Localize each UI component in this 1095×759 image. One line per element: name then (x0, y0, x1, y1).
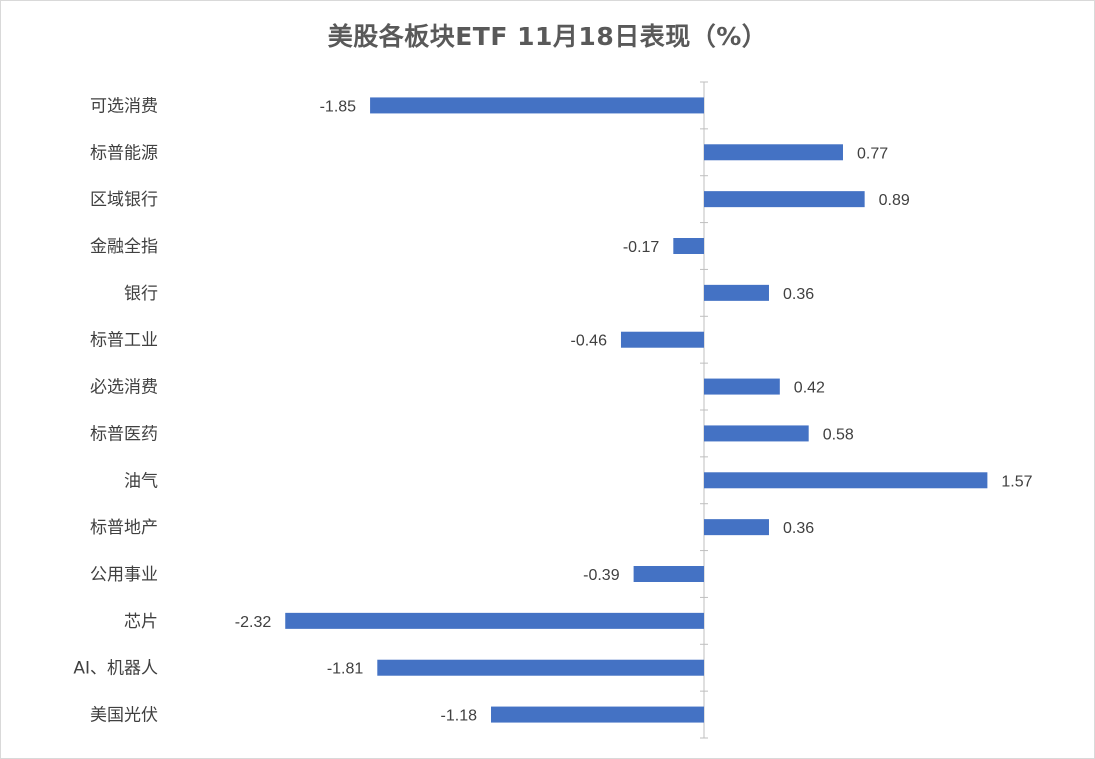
bar (673, 238, 704, 254)
category-label: AI、机器人 (73, 659, 158, 679)
category-label: 标普能源 (90, 143, 158, 163)
data-label: -1.81 (327, 661, 364, 678)
category-label: 美国光伏 (90, 706, 158, 726)
category-label: 标普医药 (90, 424, 158, 444)
category-label: 可选消费 (90, 96, 158, 116)
data-label: -0.39 (583, 567, 620, 584)
bar (704, 425, 809, 442)
data-label: 0.58 (823, 426, 854, 443)
data-label: -2.32 (235, 614, 272, 631)
category-label: 金融全指 (90, 237, 158, 257)
category-label: 必选消费 (90, 378, 158, 398)
data-label: -1.85 (320, 98, 357, 115)
bar (633, 566, 704, 582)
data-label: 0.36 (783, 520, 814, 537)
category-label: 银行 (124, 284, 158, 304)
data-label: 0.77 (857, 145, 888, 162)
category-label: 公用事业 (90, 565, 158, 585)
bar (704, 378, 780, 395)
bar (704, 284, 769, 301)
data-label: 0.89 (879, 192, 910, 209)
category-label: 油气 (124, 471, 158, 491)
bar (491, 706, 704, 723)
bar (704, 519, 769, 536)
bar (704, 144, 843, 161)
bar (285, 612, 704, 629)
data-label: -0.17 (623, 239, 660, 256)
chart-title: 美股各板块ETF 11月18日表现（%） (327, 22, 768, 51)
data-label: -0.46 (571, 333, 608, 350)
category-label: 标普地产 (90, 518, 158, 538)
bar (704, 472, 988, 489)
category-label: 芯片 (124, 612, 158, 632)
data-label: 0.42 (794, 380, 825, 397)
data-label: 1.57 (1001, 473, 1032, 490)
data-label: 0.36 (783, 286, 814, 303)
data-label: -1.18 (441, 708, 478, 725)
bar (620, 331, 704, 348)
bar (704, 191, 865, 208)
bar (370, 97, 704, 114)
category-label: 标普工业 (90, 331, 158, 351)
bar (377, 659, 704, 676)
category-label: 区域银行 (90, 190, 158, 210)
